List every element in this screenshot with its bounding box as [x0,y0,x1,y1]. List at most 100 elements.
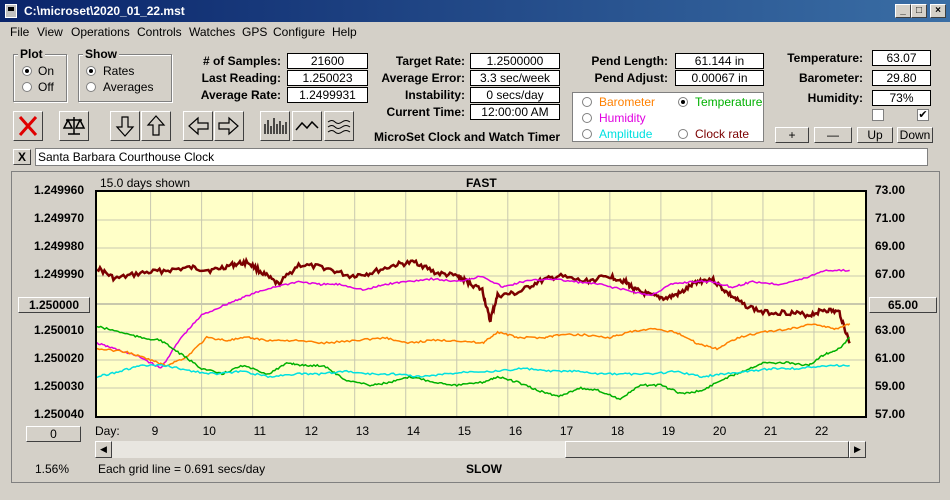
average-rate-value: 1.2499931 [287,87,368,103]
plot-on-radio[interactable] [22,66,32,76]
scroll-left-button[interactable] [183,111,213,141]
overlay-clock-rate-radio[interactable] [678,129,688,139]
close-window-button[interactable]: × [930,4,946,18]
minus-button[interactable]: — [814,127,852,143]
menu-view[interactable]: View [37,25,63,39]
rate-series-line [96,256,851,344]
show-group: Show [78,47,172,102]
arrow-up-icon [146,115,166,136]
y-right-tick-label: 61.00 [875,351,906,365]
window-title: C:\microset\2020_01_22.mst [24,4,185,18]
title-bar: C:\microset\2020_01_22.mst _ □ × [0,0,950,22]
last-reading-value: 1.250023 [287,70,368,86]
overlay-select-box [572,92,764,142]
barometer-label: Barometer: [798,71,863,85]
x-tick-label: 17 [559,424,574,438]
menu-file[interactable]: File [10,25,30,39]
menu-bar: File View Operations Controls Watches GP… [0,22,950,42]
auto-scale-checkbox[interactable]: ✔ [917,109,929,121]
temperature-value: 63.07 [872,50,931,66]
bar-view-button[interactable] [260,111,290,141]
current-time-value: 12:00:00 AM [470,104,560,120]
y-right-tick-label: 69.00 [875,239,906,253]
wave-view-button[interactable] [324,111,354,141]
minimize-button[interactable]: _ [895,4,911,18]
temperature-label: Temperature: [787,51,863,65]
arrow-right-icon [218,116,239,136]
line-view-button[interactable] [292,111,322,141]
scroll-up-button[interactable] [141,111,171,141]
scroll-down-button[interactable] [110,111,140,141]
menu-configure[interactable]: Configure [273,25,326,39]
y-left-tick-label: 1.249980 [33,239,84,253]
balance-button[interactable] [59,111,89,141]
overlay-temperature-radio[interactable] [678,97,688,107]
show-group-title: Show [83,47,119,61]
plot-off-label: Off [38,80,54,94]
menu-watches[interactable]: Watches [189,25,236,39]
slow-label: SLOW [466,462,502,476]
overlay-amplitude-label: Amplitude [599,127,653,141]
y-right-tick-label: 57.00 [875,407,906,421]
day-axis-label: Day: [95,424,120,438]
bar-chart-icon [264,118,287,134]
wave-icon [327,120,351,134]
scroll-left-arrow[interactable]: ◀ [95,441,112,458]
y-left-tick-label: 1.249990 [33,267,84,281]
plus-button[interactable]: + [775,127,809,143]
chart-panel [11,171,940,483]
x-tick-label: 18 [610,424,625,438]
x-tick-label: 21 [763,424,778,438]
average-error-value: 3.3 sec/week [470,70,560,86]
menu-help[interactable]: Help [332,25,357,39]
y-right-tick-label: 71.00 [875,211,906,225]
samples-label: # of Samples: [202,54,281,68]
pend-length-label: Pend Length: [591,54,668,68]
average-error-label: Average Error: [381,71,465,85]
horizontal-scrollbar[interactable]: ◀ ▶ [95,441,866,458]
x-tick-label: 14 [406,424,421,438]
y-left-tick-label: 1.250010 [33,323,84,337]
percent-label: 1.56% [35,462,70,476]
show-averages-radio[interactable] [86,82,96,92]
overlay-amplitude-radio[interactable] [582,129,592,139]
plot-group-title: Plot [18,47,45,61]
menu-operations[interactable]: Operations [71,25,130,39]
x-tick-label: 16 [508,424,523,438]
plot-off-radio[interactable] [22,82,32,92]
x-tick-label: 19 [661,424,676,438]
scroll-right-arrow[interactable]: ▶ [849,441,866,458]
humidity-value: 73% [872,90,931,106]
target-rate-label: Target Rate: [395,54,465,68]
up-button[interactable]: Up [857,127,893,143]
arrow-down-icon [115,116,135,137]
overlay-barometer-radio[interactable] [582,97,592,107]
center-overlay-button[interactable]: 65.00 [869,297,937,313]
zero-button[interactable]: 0 [26,426,81,442]
maximize-button[interactable]: □ [911,4,927,18]
scroll-thumb[interactable] [565,441,849,458]
overlay-enable-checkbox[interactable] [872,109,884,121]
clear-button[interactable] [13,111,43,141]
close-clock-button[interactable]: X [13,149,31,165]
x-tick-label: 13 [355,424,370,438]
scroll-right-button[interactable] [214,111,244,141]
clock-name-field[interactable]: Santa Barbara Courthouse Clock [35,148,928,166]
y-right-tick-label: 63.00 [875,323,906,337]
menu-controls[interactable]: Controls [137,25,182,39]
y-right-tick-label: 67.00 [875,267,906,281]
overlay-clock-rate-label: Clock rate [695,127,750,141]
show-rates-radio[interactable] [86,66,96,76]
overlay-temperature-label: Temperature [695,95,763,109]
plot-on-label: On [38,64,55,78]
pend-length-value: 61.144 in [675,53,764,69]
overlay-humidity-label: Humidity [599,111,646,125]
center-rate-button[interactable]: 1.250000 [18,297,90,313]
show-rates-label: Rates [103,64,135,78]
line-chart-icon [295,120,319,131]
overlay-humidity-radio[interactable] [582,113,592,123]
y-left-tick-label: 1.249970 [33,211,84,225]
target-rate-value: 1.2500000 [470,53,560,69]
menu-gps[interactable]: GPS [242,25,268,39]
down-button[interactable]: Down [897,127,933,143]
